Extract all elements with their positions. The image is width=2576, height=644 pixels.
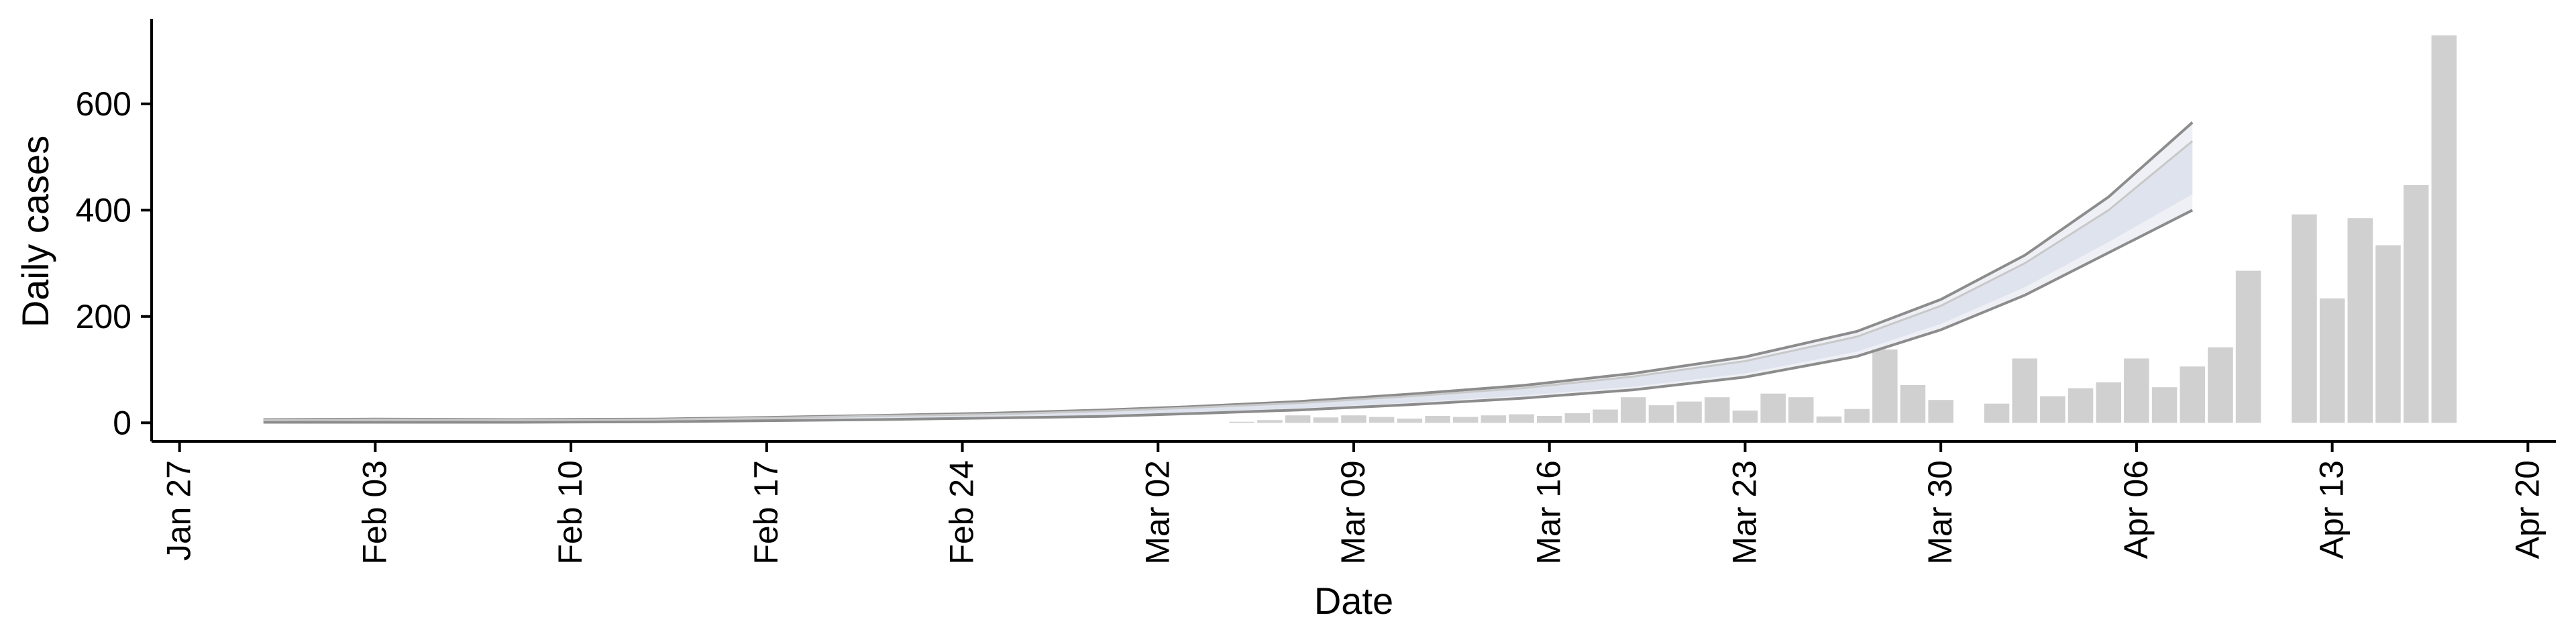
bar-2020-03-15 bbox=[1509, 414, 1534, 423]
bar-2020-04-01 bbox=[1984, 403, 2010, 423]
x-tick-label-2020-04-20: Apr 20 bbox=[2508, 460, 2546, 559]
bar-2020-03-14 bbox=[1481, 415, 1507, 423]
bar-2020-03-25 bbox=[1788, 397, 1814, 423]
bar-2020-03-23 bbox=[1732, 411, 1758, 423]
estimate-inner-upper-line bbox=[263, 140, 2194, 421]
bar-2020-04-04 bbox=[2068, 388, 2094, 423]
bar-2020-03-17 bbox=[1564, 413, 1591, 423]
y-tick-label-0: 0 bbox=[113, 404, 131, 441]
bar-2020-03-07 bbox=[1285, 415, 1311, 423]
y-axis-ticks: 0 200 400 600 bbox=[76, 85, 152, 441]
bar-2020-04-08 bbox=[2180, 366, 2205, 423]
bar-2020-04-05 bbox=[2096, 382, 2121, 423]
bar-2020-03-28 bbox=[1872, 349, 1898, 423]
bar-2020-03-12 bbox=[1425, 416, 1450, 423]
estimate-upper-line bbox=[263, 121, 2194, 421]
x-tick-label-2020-02-03: Feb 03 bbox=[356, 460, 393, 565]
bar-2020-04-12 bbox=[2292, 214, 2317, 423]
bar-2020-03-08 bbox=[1313, 417, 1339, 423]
bar-2020-03-26 bbox=[1816, 416, 1842, 423]
bar-2020-03-20 bbox=[1648, 405, 1674, 423]
bar-2020-03-05 bbox=[1229, 421, 1254, 423]
x-tick-label-2020-03-02: Mar 02 bbox=[1138, 460, 1176, 565]
x-tick-label-2020-04-13: Apr 13 bbox=[2313, 460, 2351, 559]
bar-2020-03-27 bbox=[1844, 409, 1870, 423]
x-axis-title: Date bbox=[1314, 580, 1393, 622]
bar-2020-04-16 bbox=[2403, 185, 2429, 423]
x-tick-label-2020-02-17: Feb 17 bbox=[747, 460, 785, 565]
bar-2020-04-17 bbox=[2431, 35, 2457, 423]
bar-2020-03-30 bbox=[1928, 400, 1953, 423]
estimate-band-outer bbox=[263, 122, 2193, 423]
estimate-lower-line bbox=[263, 209, 2194, 424]
bar-2020-04-14 bbox=[2347, 218, 2373, 423]
y-tick-label-600: 600 bbox=[76, 85, 131, 123]
bar-2020-03-24 bbox=[1760, 393, 1786, 423]
bar-2020-03-18 bbox=[1593, 409, 1618, 423]
bar-2020-04-07 bbox=[2151, 387, 2178, 423]
bar-2020-04-10 bbox=[2235, 270, 2261, 423]
bar-2020-04-13 bbox=[2319, 298, 2345, 423]
bar-2020-04-06 bbox=[2124, 358, 2149, 423]
bar-2020-03-22 bbox=[1705, 397, 1730, 423]
bar-2020-03-19 bbox=[1621, 397, 1646, 423]
y-tick-label-200: 200 bbox=[76, 298, 131, 335]
estimate-lines-layer bbox=[263, 121, 2194, 424]
x-tick-label-2020-02-24: Feb 24 bbox=[943, 460, 981, 565]
x-tick-label-2020-03-09: Mar 09 bbox=[1334, 460, 1372, 565]
bar-2020-04-09 bbox=[2208, 347, 2233, 423]
bar-2020-03-06 bbox=[1257, 420, 1283, 423]
y-tick-label-400: 400 bbox=[76, 191, 131, 229]
bar-2020-03-09 bbox=[1341, 415, 1366, 423]
x-tick-label-2020-01-27: Jan 27 bbox=[160, 460, 198, 561]
x-tick-label-2020-03-30: Mar 30 bbox=[1921, 460, 1959, 565]
x-tick-label-2020-03-16: Mar 16 bbox=[1530, 460, 1568, 565]
x-axis-ticks: Jan 27 Feb 03 Feb 10 Feb 17 Feb 24 Mar 02 Mar … bbox=[160, 441, 2546, 565]
bar-2020-04-03 bbox=[2040, 396, 2065, 423]
bar-2020-03-29 bbox=[1900, 385, 1926, 423]
bar-2020-03-10 bbox=[1368, 417, 1395, 423]
estimate-band-inner bbox=[263, 141, 2193, 422]
estimate-band-layer bbox=[263, 122, 2193, 423]
bar-2020-04-15 bbox=[2375, 245, 2401, 423]
bars-layer bbox=[1229, 35, 2457, 423]
bar-2020-03-13 bbox=[1452, 417, 1479, 423]
x-tick-label-2020-04-06: Apr 06 bbox=[2117, 460, 2155, 559]
y-axis-title: Daily cases bbox=[14, 136, 56, 327]
bar-2020-03-21 bbox=[1676, 401, 1702, 423]
x-tick-label-2020-03-23: Mar 23 bbox=[1725, 460, 1763, 565]
x-tick-label-2020-02-10: Feb 10 bbox=[551, 460, 589, 565]
bar-2020-03-11 bbox=[1397, 418, 1423, 423]
bar-2020-04-02 bbox=[2012, 358, 2037, 423]
bar-2020-03-16 bbox=[1537, 416, 1562, 423]
